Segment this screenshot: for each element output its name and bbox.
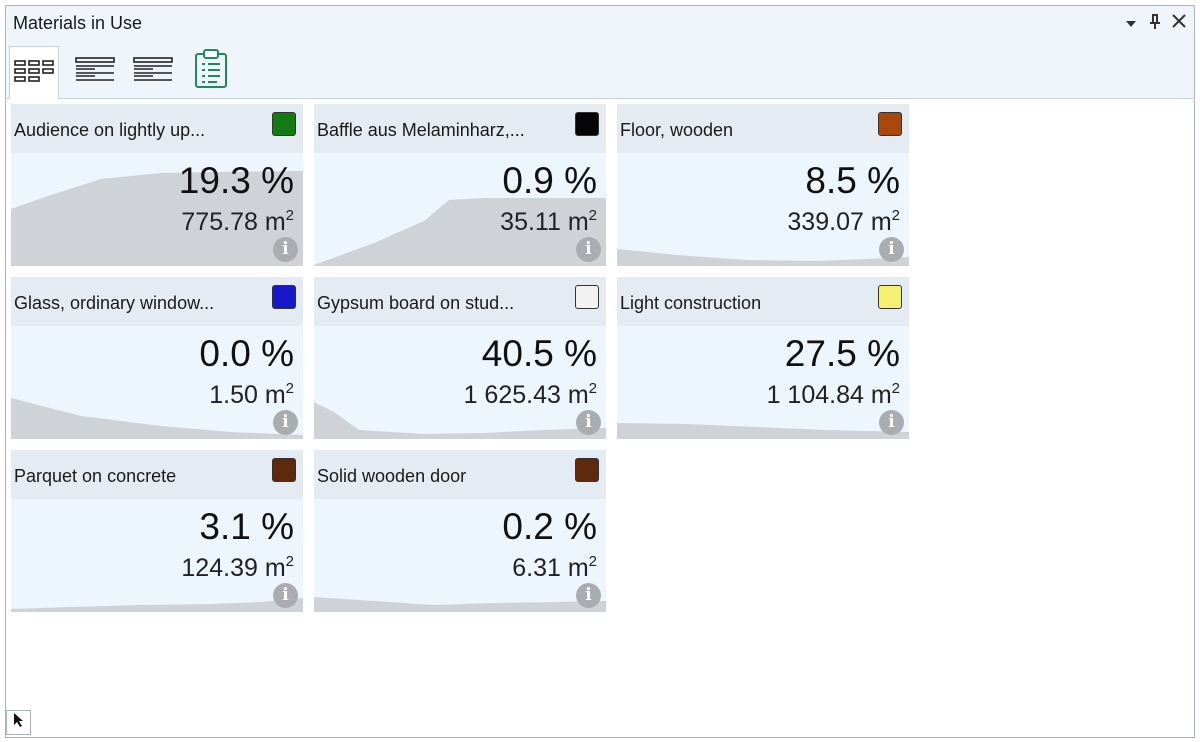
material-tile-header: Audience on lightly up... xyxy=(11,104,303,153)
details-view-icon xyxy=(133,56,173,87)
material-area-graph xyxy=(314,597,606,612)
material-tile[interactable]: Solid wooden door 0.2 % 6.31 m2 i xyxy=(314,450,606,612)
material-name: Floor, wooden xyxy=(620,120,734,140)
material-area-graph xyxy=(11,171,303,266)
material-name: Gypsum board on stud... xyxy=(317,293,515,313)
info-icon[interactable]: i xyxy=(576,410,601,435)
material-percent: 3.1 % xyxy=(199,506,294,547)
info-icon[interactable]: i xyxy=(879,410,904,435)
material-tile-header: Light construction xyxy=(617,277,909,326)
material-tile-header: Parquet on concrete xyxy=(11,450,303,499)
material-tile[interactable]: Baffle aus Melaminharz,... 0.9 % 35.11 m… xyxy=(314,104,606,266)
material-percent: 0.9 % xyxy=(502,160,597,201)
material-tile-header: Floor, wooden xyxy=(617,104,909,153)
close-icon[interactable] xyxy=(1168,12,1190,34)
material-area-graph xyxy=(314,198,606,266)
material-color-swatch[interactable] xyxy=(272,112,296,136)
material-tile-header: Baffle aus Melaminharz,... xyxy=(314,104,606,153)
info-icon[interactable]: i xyxy=(273,410,298,435)
material-color-swatch[interactable] xyxy=(575,458,599,482)
material-tile-header: Glass, ordinary window... xyxy=(11,277,303,326)
clipboard-button[interactable] xyxy=(186,46,236,96)
material-percent: 19.3 % xyxy=(178,160,294,201)
info-icon[interactable]: i xyxy=(576,583,601,608)
material-area: 775.78 m2 xyxy=(181,207,294,236)
material-area-graph xyxy=(314,402,606,439)
material-tile[interactable]: Floor, wooden 8.5 % 339.07 m2 i xyxy=(617,104,909,266)
info-icon[interactable]: i xyxy=(879,237,904,262)
material-color-swatch[interactable] xyxy=(575,112,599,136)
material-area-graph xyxy=(617,249,909,266)
material-name: Solid wooden door xyxy=(317,466,467,486)
material-tile-header: Solid wooden door xyxy=(314,450,606,499)
list-view-icon xyxy=(75,56,115,87)
material-tile[interactable]: Parquet on concrete 3.1 % 124.39 m2 i xyxy=(11,450,303,612)
pointer-icon xyxy=(13,712,25,733)
material-tile[interactable]: Glass, ordinary window... 0.0 % 1.50 m2 … xyxy=(11,277,303,439)
tiles-view-button[interactable] xyxy=(9,46,59,99)
material-area-graph xyxy=(617,423,909,439)
material-area: 1.50 m2 xyxy=(209,380,294,409)
info-icon[interactable]: i xyxy=(273,583,298,608)
material-percent: 0.0 % xyxy=(199,333,294,374)
material-color-swatch[interactable] xyxy=(272,285,296,309)
view-toolbar xyxy=(6,40,1194,99)
material-area: 1 104.84 m2 xyxy=(766,380,900,409)
material-tile-header: Gypsum board on stud... xyxy=(314,277,606,326)
material-tile[interactable]: Light construction 27.5 % 1 104.84 m2 i xyxy=(617,277,909,439)
info-icon[interactable]: i xyxy=(576,237,601,262)
material-percent: 0.2 % xyxy=(502,506,597,547)
info-icon[interactable]: i xyxy=(273,237,298,262)
window-title: Materials in Use xyxy=(13,13,143,33)
list-view-button[interactable] xyxy=(70,46,120,96)
material-area: 339.07 m2 xyxy=(787,207,900,236)
material-color-swatch[interactable] xyxy=(878,285,902,309)
material-area: 1 625.43 m2 xyxy=(463,380,597,409)
material-tile[interactable]: Gypsum board on stud... 40.5 % 1 625.43 … xyxy=(314,277,606,439)
material-color-swatch[interactable] xyxy=(272,458,296,482)
title-bar: Materials in Use xyxy=(6,6,1194,40)
material-name: Audience on lightly up... xyxy=(14,120,206,140)
details-view-button[interactable] xyxy=(128,46,178,96)
clipboard-icon xyxy=(193,48,229,94)
material-name: Parquet on concrete xyxy=(14,466,177,486)
material-percent: 27.5 % xyxy=(784,333,900,374)
material-percent: 40.5 % xyxy=(481,333,597,374)
material-name: Light construction xyxy=(620,293,762,313)
dropdown-icon[interactable] xyxy=(1120,12,1142,34)
material-percent: 8.5 % xyxy=(805,160,900,201)
pointer-tool-button[interactable] xyxy=(6,710,31,735)
material-area: 35.11 m2 xyxy=(500,207,597,236)
material-name: Baffle aus Melaminharz,... xyxy=(317,120,525,140)
material-color-swatch[interactable] xyxy=(878,112,902,136)
material-color-swatch[interactable] xyxy=(575,285,599,309)
material-area: 6.31 m2 xyxy=(512,553,597,582)
material-name: Glass, ordinary window... xyxy=(14,293,215,313)
tiles-view-icon xyxy=(14,59,54,88)
material-area-graph xyxy=(11,598,303,612)
material-area-graph xyxy=(11,398,303,439)
pin-icon[interactable] xyxy=(1144,12,1166,34)
material-area: 124.39 m2 xyxy=(181,553,294,582)
material-tile[interactable]: Audience on lightly up... 19.3 % 775.78 … xyxy=(11,104,303,266)
